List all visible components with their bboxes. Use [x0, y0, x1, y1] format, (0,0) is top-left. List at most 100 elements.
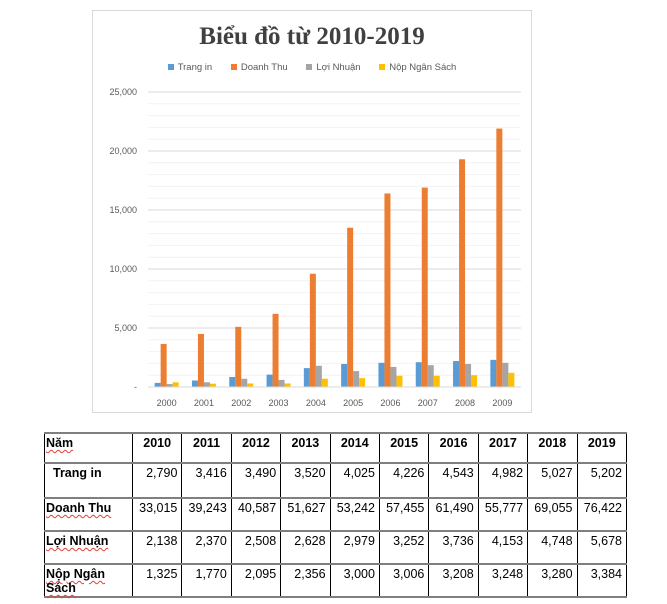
bar-trang-in-2002 [229, 376, 236, 387]
bar-nộp-ngân-sách-2001 [209, 383, 216, 387]
table-cell: 5,678 [576, 530, 628, 565]
table-cell: 4,226 [378, 462, 430, 499]
table-header-row: Năm 2010 2011 2012 2013 2014 2015 2016 2017 2018 2… [44, 432, 628, 464]
y-tick-label: - [134, 382, 137, 392]
bar-doanh-thu-2009 [496, 128, 503, 387]
legend-label: Lợi Nhuận [316, 62, 361, 73]
bar-lợi-nhuận-2009 [502, 362, 509, 387]
table-cell: 61,490 [428, 497, 479, 532]
table-cell: 5,027 [527, 462, 578, 499]
table-cell: 2,138 [131, 530, 183, 565]
table-cell: 5,202 [576, 462, 628, 499]
table-cell: 3,000 [329, 563, 380, 598]
bar-nộp-ngân-sách-2002 [247, 383, 254, 387]
table-cell: 40,587 [230, 497, 282, 532]
y-tick-label: 15,000 [109, 205, 137, 215]
bar-lợi-nhuận-2001 [203, 382, 210, 387]
header-cell-year: 2013 [280, 432, 331, 464]
bar-trang-in-2000 [154, 382, 161, 387]
table-cell: 2,790 [131, 462, 183, 499]
header-cell-year: 2019 [576, 432, 628, 464]
legend-label: Nộp Ngân Sách [389, 62, 457, 73]
row-label: Doanh Thu [46, 501, 112, 515]
row-label-cell: Doanh Thu [44, 497, 133, 532]
table-cell: 3,520 [280, 462, 331, 499]
table-cell: 4,982 [477, 462, 529, 499]
table-row: Trang in 2,790 3,416 3,490 3,520 4,025 4,226 4,… [44, 462, 628, 499]
table-cell: 3,736 [428, 530, 479, 565]
bar-lợi-nhuận-2005 [353, 371, 360, 387]
y-tick-label: 20,000 [109, 146, 137, 156]
x-tick-label: 2009 [492, 398, 512, 408]
bar-nộp-ngân-sách-2008 [471, 375, 478, 387]
bar-doanh-thu-2006 [384, 193, 391, 387]
row-label: Lợi Nhuận [46, 534, 109, 548]
x-tick-label: 2004 [306, 398, 326, 408]
table-cell: 4,025 [329, 462, 380, 499]
table-cell: 2,356 [280, 563, 331, 598]
bar-trang-in-2001 [191, 380, 198, 387]
x-tick-label: 2006 [380, 398, 400, 408]
legend-label: Doanh Thu [240, 62, 288, 73]
table-cell: 3,416 [181, 462, 232, 499]
bar-lợi-nhuận-2000 [166, 384, 173, 387]
table-cell: 3,006 [378, 563, 430, 598]
header-cell-year: 2010 [131, 432, 183, 464]
bar-doanh-thu-2008 [459, 159, 466, 387]
bar-lợi-nhuận-2008 [465, 363, 472, 387]
table-cell: 51,627 [280, 497, 331, 532]
table-cell: 4,153 [477, 530, 529, 565]
bar-lợi-nhuận-2007 [427, 365, 434, 387]
x-tick-label: 2005 [343, 398, 363, 408]
row-label-cell: Lợi Nhuận [44, 530, 133, 565]
data-table: Năm 2010 2011 2012 2013 2014 2015 2016 2017 2018 2… [44, 432, 628, 598]
bar-doanh-thu-2007 [421, 187, 428, 387]
bar-nộp-ngân-sách-2003 [284, 383, 291, 387]
y-tick-label: 25,000 [109, 87, 137, 97]
bar-doanh-thu-2003 [272, 313, 279, 387]
table-cell: 3,248 [477, 563, 529, 598]
header-cell-year: 2015 [378, 432, 430, 464]
table-cell: 3,208 [428, 563, 479, 598]
table-cell: 3,280 [527, 563, 578, 598]
bar-trang-in-2006 [378, 362, 385, 387]
chart-title: Biểu đồ từ 2010-2019 [199, 23, 425, 50]
table-cell: 33,015 [131, 497, 183, 532]
bar-trang-in-2007 [415, 362, 422, 387]
x-tick-label: 2008 [455, 398, 475, 408]
table-cell: 2,095 [230, 563, 282, 598]
table-cell: 1,325 [131, 563, 183, 598]
table-cell: 3,384 [576, 563, 628, 598]
table-cell: 4,748 [527, 530, 578, 565]
bar-nộp-ngân-sách-2009 [508, 372, 515, 387]
x-tick-label: 2007 [418, 398, 438, 408]
chart-container: - 5,000 10,000 15,000 20,000 25,000 2000 2001 20… [92, 10, 532, 413]
table-cell: 1,770 [181, 563, 232, 598]
bar-trang-in-2004 [303, 368, 310, 387]
table-cell: 55,777 [477, 497, 529, 532]
legend-swatch [167, 64, 174, 70]
chart-legend: Trang in Doanh Thu Lợi Nhuận Nộp Ngân Sá… [93, 62, 531, 73]
x-tick-label: 2003 [269, 398, 289, 408]
header-cell-year: 2012 [230, 432, 282, 464]
table-cell: 4,543 [428, 462, 479, 499]
header-cell-year: 2018 [527, 432, 578, 464]
bar-lợi-nhuận-2002 [241, 378, 248, 387]
header-cell-year: 2011 [181, 432, 232, 464]
legend-swatch [230, 64, 237, 70]
bar-nộp-ngân-sách-2004 [321, 378, 328, 387]
x-tick-label: 2002 [231, 398, 251, 408]
table-cell: 53,242 [329, 497, 380, 532]
table-cell: 2,979 [329, 530, 380, 565]
row-label: Trang in [53, 466, 102, 480]
table-cell: 2,628 [280, 530, 331, 565]
y-tick-label: 10,000 [109, 264, 137, 274]
bar-doanh-thu-2002 [235, 326, 242, 387]
bar-lợi-nhuận-2006 [390, 366, 397, 387]
legend-swatch [306, 64, 313, 70]
table-cell: 69,055 [527, 497, 578, 532]
bar-doanh-thu-2005 [347, 227, 354, 387]
row-label: Nộp Ngân Sách [46, 567, 106, 595]
table-row: Doanh Thu 33,015 39,243 40,587 51,627 53,242 5… [44, 497, 628, 532]
bar-doanh-thu-2001 [197, 333, 204, 387]
